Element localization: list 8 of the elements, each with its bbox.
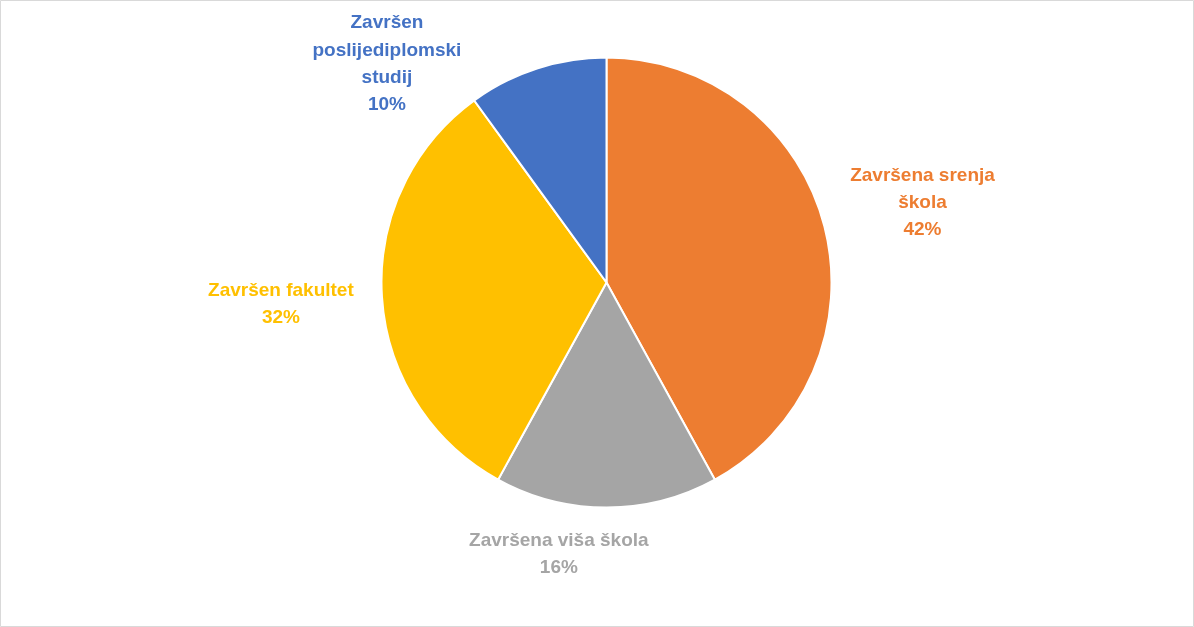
slice-label: Završen poslijediplomski studij [312, 11, 462, 88]
slice-label: Završena viša škola [469, 528, 650, 550]
slice-label: Završen fakultet [208, 278, 355, 300]
data-label: 16% [539, 555, 578, 577]
data-label: 10% [367, 93, 407, 115]
data-label: 32% [261, 306, 301, 328]
slice-label: Završena srenja škola [850, 163, 996, 212]
data-label: 42% [903, 218, 942, 240]
